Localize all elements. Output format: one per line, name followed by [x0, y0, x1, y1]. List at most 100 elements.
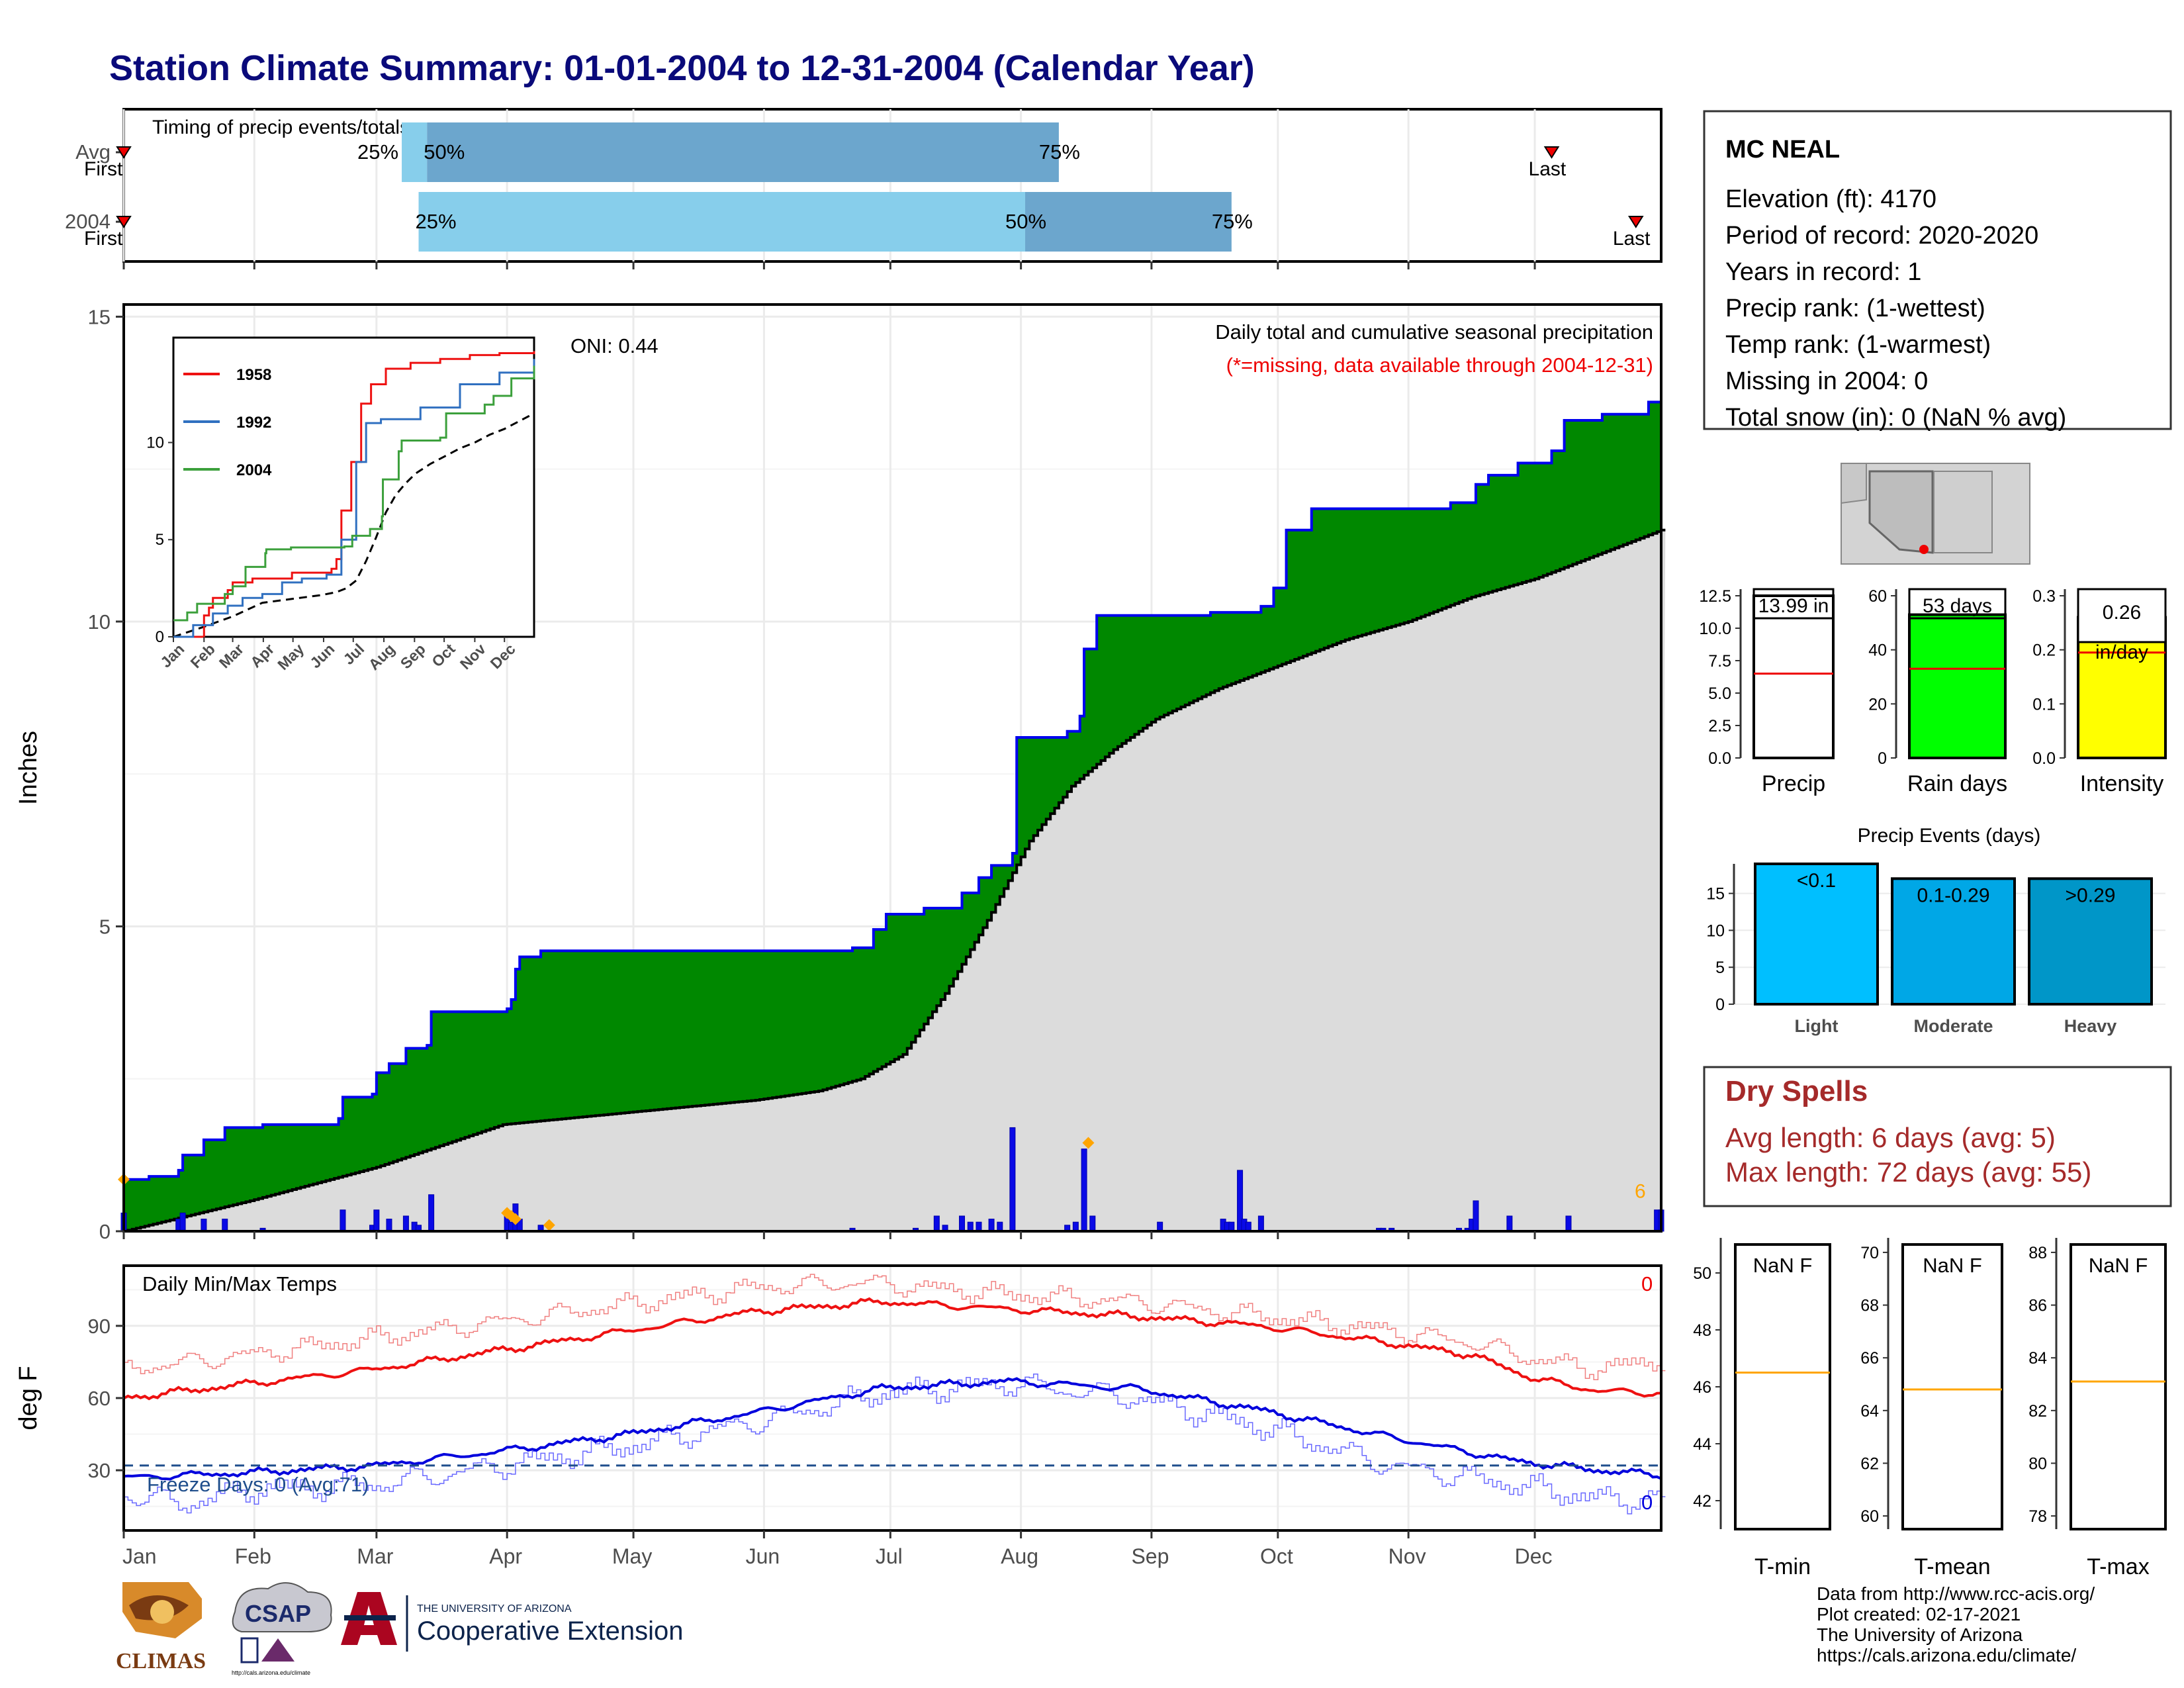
daily-precip-bar	[1009, 1127, 1016, 1232]
station-info-line: Elevation (ft): 4170	[1725, 185, 1936, 213]
tmin-2004-line	[124, 1373, 1666, 1515]
summary-y-tick-label: 2.5	[1708, 717, 1731, 735]
daily-precip-bar	[402, 1215, 409, 1232]
summary-y-tick-label: 20	[1868, 695, 1887, 714]
precip-events-title: Precip Events (days)	[1858, 825, 2041, 847]
state-map-new-mexico	[1933, 471, 1993, 553]
daily-precip-bar	[386, 1219, 392, 1232]
tmean-summary-box	[1901, 1243, 2003, 1530]
ua-small-text: THE UNIVERSITY OF ARIZONA	[417, 1603, 572, 1615]
summary-y-tick-label: 12.5	[1699, 587, 1731, 606]
first-event-marker	[116, 216, 132, 228]
month-axis-label: Apr	[489, 1544, 522, 1568]
inset-series-line	[173, 365, 535, 622]
month-axis-label: Mar	[357, 1544, 393, 1568]
temp-y-tick-label: 90	[88, 1315, 111, 1338]
station-info-box	[1703, 110, 2172, 430]
summary-y-tick-label: 40	[1868, 641, 1887, 660]
station-info-line: Years in record: 1	[1725, 258, 1921, 286]
temp-summary-y-tick-label: 50	[1693, 1264, 1711, 1283]
summary-y-tick-label: 0	[1878, 749, 1887, 768]
summary-y-tick-label: 0.2	[2032, 641, 2056, 660]
daily-precip-bar	[1081, 1149, 1087, 1232]
daily-precip-bar	[933, 1215, 940, 1232]
temp-y-tick-label: 60	[88, 1387, 111, 1410]
csap-text: CSAP	[245, 1600, 311, 1627]
credit-institution: The University of Arizona	[1817, 1624, 2023, 1645]
precip-events-bar-label: >0.29	[2066, 884, 2116, 906]
temp-summary-y-tick-label: 48	[1693, 1321, 1711, 1340]
temp-summary-y-tick-label: 64	[1860, 1402, 1879, 1421]
precip-events-bar-label: <0.1	[1797, 870, 1836, 892]
daily-precip-bar	[201, 1219, 207, 1232]
climas-text: CLIMAS	[116, 1649, 206, 1673]
inset-y-tick-label: 0	[156, 628, 164, 646]
summary-y-tick-label: 7.5	[1708, 652, 1731, 671]
summary-y-tick-label: 10.0	[1699, 620, 1731, 638]
daily-precip-bar	[1245, 1221, 1251, 1232]
footer-credits: Data from http://www.rcc-acis.org/ Plot …	[1817, 1583, 2095, 1665]
summary-y-tick-label: 0.3	[2032, 587, 2056, 606]
daily-precip-bar	[1506, 1215, 1513, 1232]
timing-bar-q2	[402, 122, 428, 182]
csap-logo: CSAP http://cals.arizona.edu/climate	[232, 1582, 332, 1676]
precip-panel-subheader: (*=missing, data available through 2004-…	[1226, 353, 1653, 377]
precip-events-category: Heavy	[2064, 1016, 2117, 1036]
month-axis-label: Oct	[1260, 1544, 1293, 1568]
temp-summary-y-tick-label: 84	[2028, 1349, 2047, 1368]
dry-spells-box	[1703, 1066, 2172, 1207]
first-event-label: First	[84, 228, 123, 250]
precip-events-category: Light	[1795, 1016, 1839, 1036]
inset-y-tick-label: 5	[156, 531, 164, 549]
intensity-summary-unit-label: in/day	[2095, 641, 2148, 663]
precip-events-y-tick-label: 0	[1715, 996, 1725, 1014]
precip-y-axis-label: Inches	[15, 731, 42, 805]
timing-row-label: 2004	[65, 210, 111, 233]
month-axis-label: Aug	[1001, 1544, 1038, 1568]
timing-bar-q3	[427, 122, 1059, 182]
inset-legend-label: 2004	[236, 461, 272, 479]
month-axis-label: Jun	[746, 1544, 780, 1568]
tmin-avg-line	[123, 1377, 1662, 1481]
dry-spells-avg: Avg length: 6 days (avg: 5)	[1725, 1122, 2056, 1153]
temp-summary-y-tick-label: 44	[1693, 1435, 1711, 1454]
csap-url: http://cals.arizona.edu/climate	[232, 1669, 310, 1676]
temp-y-tick-label: 30	[88, 1459, 111, 1482]
month-axis-label: Dec	[1515, 1544, 1553, 1568]
month-axis-label: Sep	[1131, 1544, 1169, 1568]
daily-precip-bar	[373, 1209, 380, 1232]
oni-label: ONI: 0.44	[570, 334, 659, 357]
state-map-neighbor	[1841, 463, 1867, 504]
summary-y-tick-label: 0.0	[1708, 749, 1731, 768]
timing-p25-label: 25%	[357, 140, 398, 164]
climas-logo: CLIMAS	[116, 1582, 206, 1673]
precip-events-category: Moderate	[1913, 1016, 1993, 1036]
precip-events-bar	[2028, 877, 2153, 1006]
rain-days-summary-category-label: Rain days	[1907, 771, 2007, 796]
tmin-summary-value-label: NaN F	[1753, 1254, 1813, 1277]
tmin-summary-category-label: T-min	[1754, 1554, 1811, 1579]
summary-y-tick-label: 0.0	[2032, 749, 2056, 768]
precip-events-y-tick-label: 15	[1706, 885, 1725, 904]
summary-y-tick-label: 5.0	[1708, 684, 1731, 703]
daily-precip-bar	[976, 1221, 982, 1232]
month-axis-label: May	[612, 1544, 652, 1568]
tmax-summary-category-label: T-max	[2087, 1554, 2149, 1579]
missing-marker	[509, 1213, 522, 1225]
temp-summary-y-tick-label: 78	[2028, 1507, 2047, 1526]
last-event-marker	[1628, 216, 1644, 228]
tmin-count-label: 0	[1641, 1491, 1653, 1514]
station-location-marker	[1919, 545, 1929, 554]
cumulative-avg-line	[124, 528, 1666, 1233]
cumulative-2004-line	[124, 381, 1662, 1181]
intensity-summary-category-label: Intensity	[2080, 771, 2164, 796]
rain-days-summary-bar	[1908, 613, 2007, 759]
tmean-summary-value-label: NaN F	[1923, 1254, 1982, 1277]
precip-panel-header: Daily total and cumulative seasonal prec…	[1215, 320, 1653, 344]
daily-precip-bar	[1072, 1221, 1079, 1232]
inset-legend-label: 1958	[236, 366, 271, 384]
freeze-days-label: Freeze Days: 0 (Avg:71)	[147, 1473, 369, 1496]
missing-marker	[543, 1219, 555, 1231]
temp-summary-y-tick-label: 68	[1860, 1297, 1879, 1315]
